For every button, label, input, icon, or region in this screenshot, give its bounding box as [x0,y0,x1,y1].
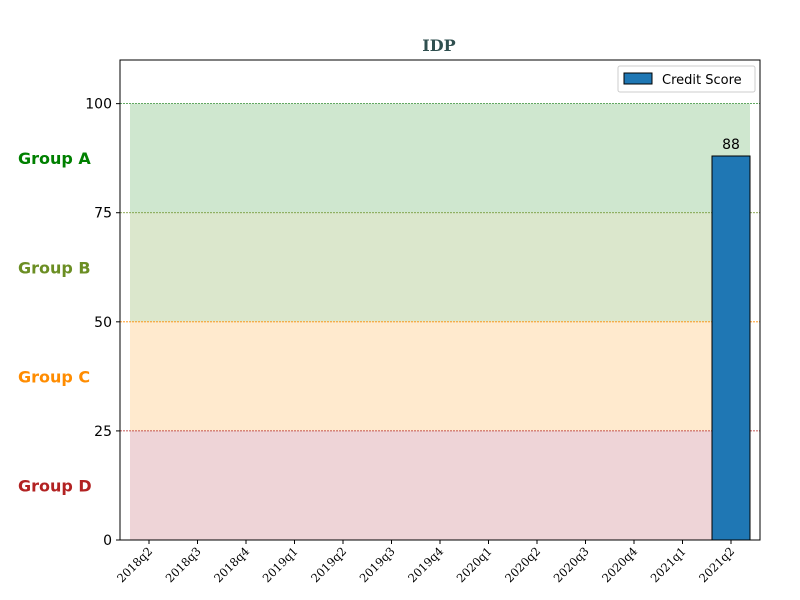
bar-2021q2 [711,155,751,541]
axes [116,59,761,544]
x-tick-label: 2019q3 [357,544,398,585]
y-tick-label: 25 [94,424,112,440]
band-group-b [130,212,750,322]
legend-label: Credit Score [662,73,742,88]
x-tick-label: 2020q2 [502,544,543,585]
x-tick-label: 2021q2 [696,544,737,585]
x-tick-label: 2018q2 [114,544,155,585]
x-tick-label: 2020q1 [454,544,495,585]
chart-title: IDP [422,36,455,55]
legend-swatch [623,72,653,85]
group-label: Group B [18,258,91,277]
group-bands: Group A Group B Group C Group D [18,103,760,540]
x-tick-label: 2018q3 [163,544,204,585]
x-tick-label: 2018q4 [211,544,252,585]
y-tick-label: 100 [85,97,112,113]
bar-data-label: 88 [722,137,740,153]
y-tick-label: 50 [94,315,112,331]
band-group-c [130,321,750,431]
group-label: Group C [18,367,90,386]
x-tick-label: 2020q3 [551,544,592,585]
x-tick-label: 2021q1 [648,544,689,585]
y-tick-label: 0 [103,533,112,549]
group-label: Group A [18,149,91,168]
x-tick-label: 2019q1 [260,544,301,585]
legend: Credit Score [617,65,756,93]
bars: 88 [711,137,751,541]
y-tick-label: 75 [94,206,112,222]
band-group-a [130,103,750,213]
x-tick-label: 2019q2 [308,544,349,585]
group-label: Group D [18,476,92,495]
band-group-d [130,430,750,540]
x-tick-label: 2020q4 [599,544,640,585]
x-tick-label: 2019q4 [405,544,446,585]
